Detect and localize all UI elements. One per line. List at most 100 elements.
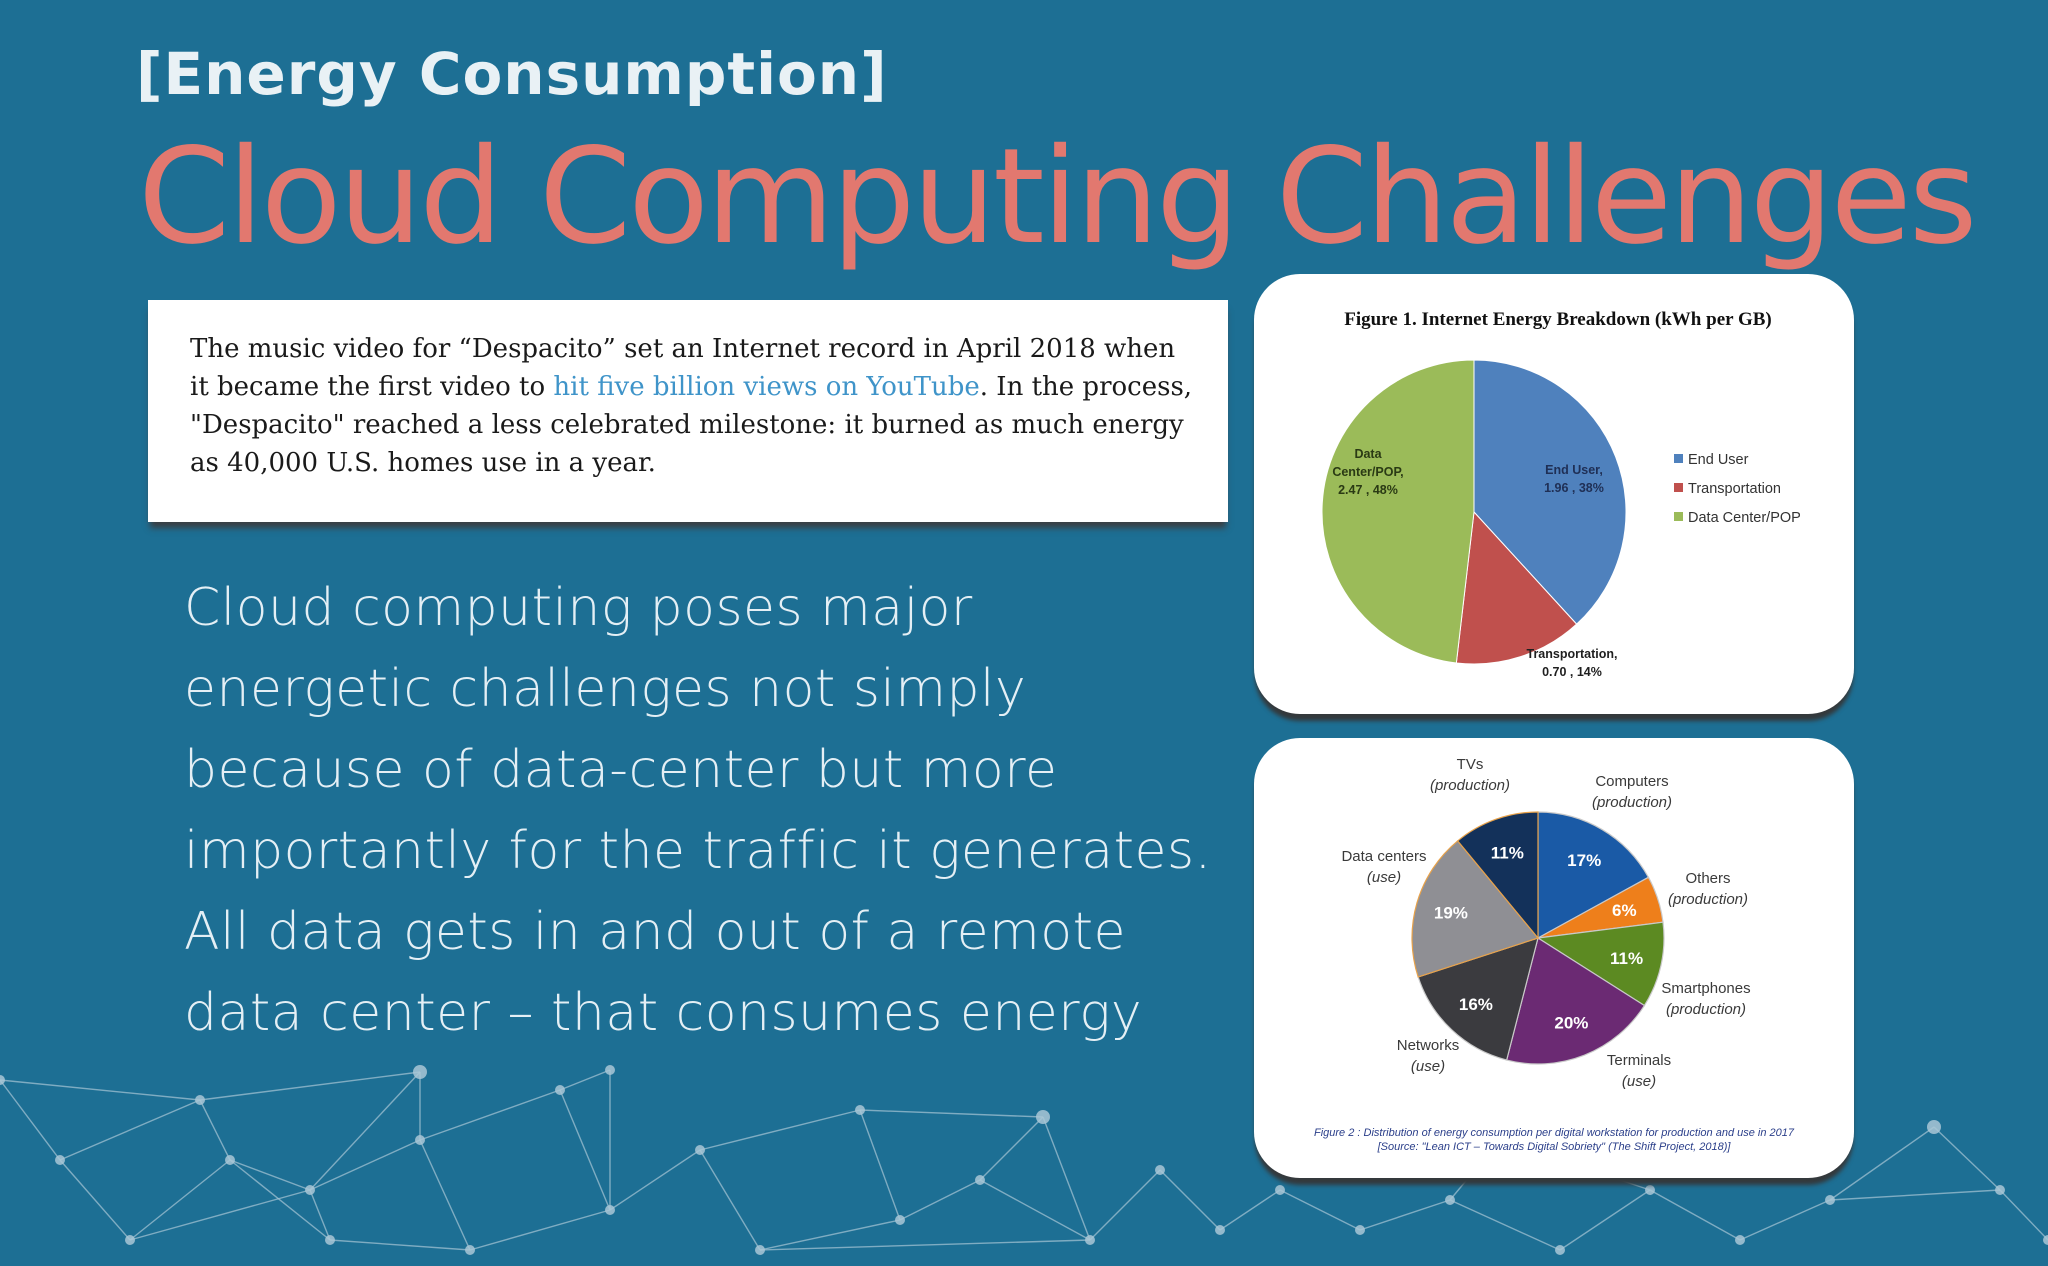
chart2-percent-smartphones: 11% — [1610, 949, 1643, 968]
network-line — [199, 1071, 421, 1101]
chart2-category-computers: Computers (production) — [1592, 773, 1672, 811]
network-node — [605, 1205, 615, 1215]
network-line — [59, 1159, 131, 1241]
network-line — [609, 1149, 701, 1211]
chart2-category-smartphones: Smartphones (production) — [1661, 980, 1750, 1018]
chart1-legend-swatch-data-center-pop — [1674, 512, 1683, 521]
network-line — [419, 1139, 471, 1251]
network-line — [419, 1089, 561, 1141]
network-line — [699, 1149, 761, 1251]
network-line — [199, 1099, 231, 1161]
network-line — [1829, 1126, 1935, 1201]
network-node — [195, 1095, 205, 1105]
chart2-category-networks: Networks (use) — [1397, 1037, 1460, 1075]
network-line — [309, 1139, 421, 1191]
network-node — [413, 1065, 427, 1079]
network-line — [1042, 1116, 1091, 1241]
network-node — [755, 1245, 765, 1255]
network-line — [229, 1159, 311, 1191]
chart2-percent-terminals: 20% — [1554, 1013, 1588, 1032]
network-node — [1927, 1120, 1941, 1134]
network-line — [1089, 1169, 1161, 1241]
network-node — [1995, 1185, 2005, 1195]
chart1-legend-data-center-pop: Data Center/POP — [1688, 510, 1801, 526]
chart2-category-data-centers: Data centers (use) — [1341, 848, 1426, 886]
chart2-slice-terminals — [1505, 937, 1646, 1065]
network-node — [1275, 1185, 1285, 1195]
network-node — [225, 1155, 235, 1165]
chart2-percent-computers: 17% — [1567, 851, 1601, 870]
network-line — [759, 1219, 901, 1251]
chart2-percent-others: 6% — [1612, 901, 1637, 920]
quote-text: The music video for “Despacito” set an I… — [190, 330, 1200, 482]
network-line — [0, 1079, 61, 1161]
network-node — [1085, 1235, 1095, 1245]
body-paragraph: Cloud computing poses major energetic ch… — [184, 578, 1212, 1043]
network-node — [1735, 1235, 1745, 1245]
network-line — [309, 1071, 421, 1191]
chart2-caption-line: [Source: "Lean ICT – Towards Digital Sob… — [1377, 1141, 1732, 1153]
network-node — [1825, 1195, 1835, 1205]
chart2-slice-smartphones — [1536, 921, 1665, 1007]
network-line — [1359, 1199, 1451, 1231]
network-line — [309, 1189, 331, 1241]
chart2-slice-computers — [1537, 811, 1650, 940]
network-line — [979, 1179, 1091, 1241]
internet-energy-pie-chart: Figure 1. Internet Energy Breakdown (kWh… — [1321, 309, 1801, 679]
network-line — [699, 1109, 861, 1151]
network-line — [329, 1239, 471, 1251]
network-node — [2043, 1235, 2048, 1245]
chart2-category-tvs: TVs (production) — [1430, 756, 1510, 794]
network-line — [1159, 1169, 1221, 1231]
network-node — [1155, 1165, 1165, 1175]
network-node — [55, 1155, 65, 1165]
network-node — [1036, 1110, 1050, 1124]
network-node — [555, 1085, 565, 1095]
network-node — [695, 1145, 705, 1155]
chart1-slice-end-user — [1473, 359, 1627, 625]
network-line — [0, 1079, 201, 1101]
network-node — [0, 1075, 5, 1085]
workstation-energy-pie-chart: 17% 6% 11% 20% 16% 19% 11% Computers (production… — [1314, 756, 1795, 1153]
chart1-legend-swatch-end-user — [1674, 454, 1683, 463]
chart1-label-end-user: End User, 1.96 , 38% — [1544, 463, 1604, 495]
network-line — [1279, 1189, 1361, 1231]
network-node — [855, 1105, 865, 1115]
quote-text-before-link: The music video for “Despacito” set an I… — [190, 334, 1176, 402]
network-node — [895, 1215, 905, 1225]
network-line — [1739, 1199, 1831, 1241]
network-node — [415, 1135, 425, 1145]
figure2-card: 17% 6% 11% 20% 16% 19% 11% Computers (production… — [1254, 738, 1854, 1178]
quote-text-after-link: . In the process, "Despacito" reached a … — [190, 372, 1193, 478]
network-line — [899, 1179, 981, 1221]
network-node — [325, 1235, 335, 1245]
network-node — [1645, 1185, 1655, 1195]
chart1-slice-transportation — [1455, 510, 1578, 665]
network-line — [229, 1159, 331, 1241]
network-line — [1559, 1189, 1651, 1251]
section-eyebrow: [Energy Consumption] — [136, 40, 888, 108]
chart1-slice-data-center-pop — [1321, 359, 1475, 664]
network-node — [1215, 1225, 1225, 1235]
chart1-label-transportation: Transportation, 0.70 , 14% — [1527, 647, 1618, 679]
network-line — [129, 1189, 311, 1241]
chart2-caption-line: Figure 2 : Distribution of energy consum… — [1314, 1127, 1795, 1139]
chart1-legend-end-user: End User — [1688, 452, 1749, 468]
network-line — [559, 1089, 611, 1211]
network-line — [859, 1109, 1044, 1118]
network-line — [59, 1099, 201, 1161]
chart2-percent-networks: 16% — [1459, 995, 1493, 1014]
network-line — [759, 1239, 1091, 1251]
network-node — [1445, 1195, 1455, 1205]
chart2-percent-tvs: 11% — [1491, 844, 1524, 863]
youtube-record-link[interactable]: hit five billion views on YouTube — [553, 372, 980, 402]
chart1-legend-swatch-transportation — [1674, 483, 1683, 492]
network-line — [1219, 1189, 1281, 1231]
page-title: Cloud Computing Challenges — [138, 120, 1978, 274]
figure1-card: Figure 1. Internet Energy Breakdown (kWh… — [1254, 274, 1854, 714]
chart1-title: Figure 1. Internet Energy Breakdown (kWh… — [1344, 309, 1772, 330]
network-line — [1829, 1189, 2001, 1201]
chart2-slice-networks — [1417, 937, 1539, 1061]
chart2-slice-tvs — [1456, 811, 1539, 940]
